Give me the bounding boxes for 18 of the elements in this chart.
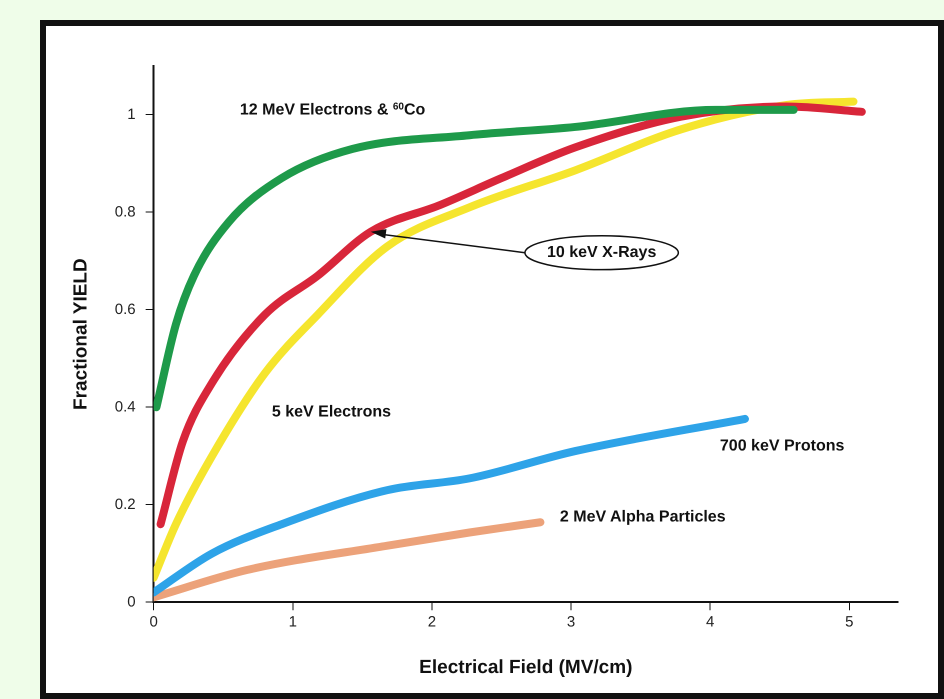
x-tick-label: 2 <box>428 613 436 630</box>
x-tick-label: 4 <box>706 613 714 630</box>
series-label: 5 keV Electrons <box>272 404 392 420</box>
x-tick-label: 0 <box>149 613 158 630</box>
y-tick-label: 0.6 <box>114 300 136 318</box>
text: 10 keV X-Rays <box>546 244 656 262</box>
y-tick-label: 0.4 <box>114 398 136 416</box>
x-tick-label: 3 <box>566 613 576 630</box>
series-label: 2 MeV Alpha Particles <box>560 508 726 526</box>
x-axis-title: Electrical Field (MV/cm) <box>419 656 632 678</box>
series-label: 700 keV Protons <box>720 438 845 455</box>
x-tick-label: 5 <box>845 613 854 630</box>
y-tick-label: 1 <box>127 106 136 123</box>
y-tick-label: 0.2 <box>114 496 136 513</box>
y-tick-label: 0 <box>127 593 136 610</box>
y-tick-label: 0.8 <box>114 203 136 220</box>
x-tick-label: 1 <box>288 613 297 630</box>
y-axis-title: Fractional YIELD <box>70 258 92 410</box>
